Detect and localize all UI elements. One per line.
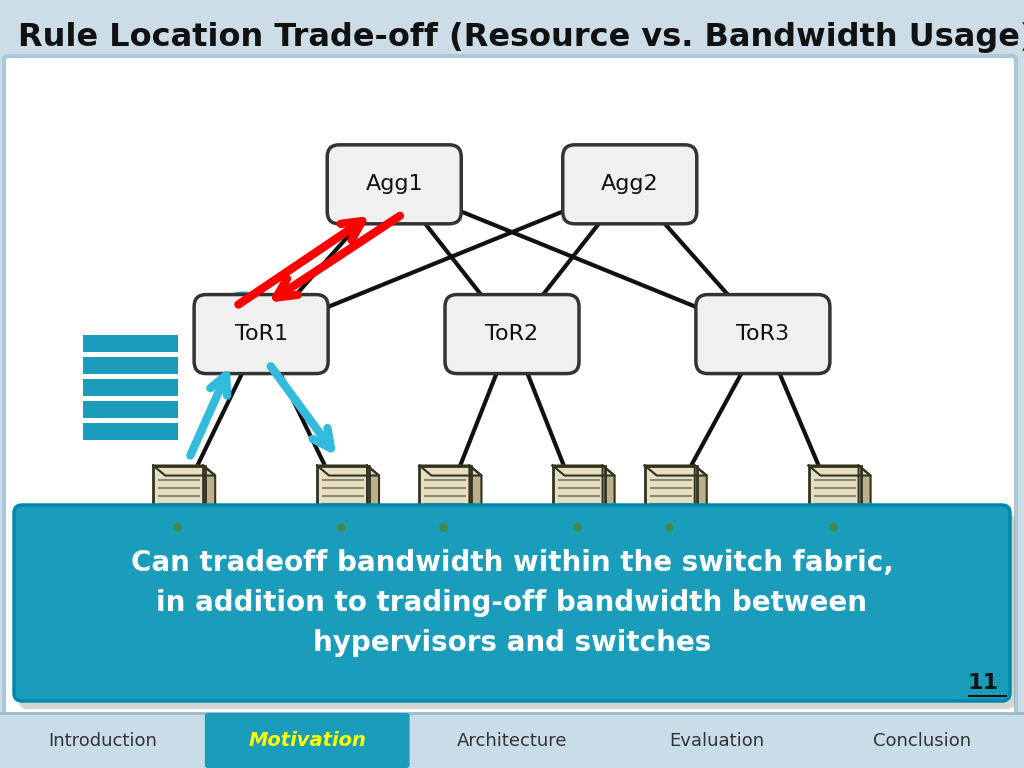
Text: Can tradeoff bandwidth within the switch fabric,: Can tradeoff bandwidth within the switch…	[131, 549, 893, 577]
Text: Introduction: Introduction	[48, 731, 157, 750]
Text: Evaluation: Evaluation	[670, 731, 764, 750]
Polygon shape	[420, 465, 481, 475]
FancyBboxPatch shape	[317, 465, 369, 541]
FancyBboxPatch shape	[195, 295, 328, 373]
Text: 11: 11	[968, 673, 999, 693]
Bar	[83, 379, 177, 396]
FancyBboxPatch shape	[645, 465, 696, 541]
Polygon shape	[602, 465, 614, 547]
FancyBboxPatch shape	[154, 465, 205, 541]
FancyBboxPatch shape	[696, 295, 829, 373]
Text: Motivation: Motivation	[248, 731, 367, 750]
Text: Rule Location Trade-off (Resource vs. Bandwidth Usage): Rule Location Trade-off (Resource vs. Ba…	[18, 22, 1024, 53]
Circle shape	[211, 292, 275, 356]
FancyBboxPatch shape	[809, 465, 860, 541]
Polygon shape	[367, 465, 379, 547]
Circle shape	[664, 521, 674, 531]
FancyBboxPatch shape	[205, 713, 410, 768]
Circle shape	[438, 521, 449, 531]
Polygon shape	[154, 465, 215, 475]
FancyBboxPatch shape	[4, 56, 1016, 717]
FancyBboxPatch shape	[19, 513, 1015, 709]
FancyBboxPatch shape	[553, 465, 604, 541]
Text: ToR2: ToR2	[485, 324, 539, 344]
Text: Agg1: Agg1	[366, 174, 423, 194]
Bar	[83, 356, 177, 373]
Polygon shape	[469, 465, 481, 547]
FancyBboxPatch shape	[328, 145, 461, 223]
Text: ToR3: ToR3	[736, 324, 790, 344]
Polygon shape	[809, 465, 870, 475]
Polygon shape	[317, 465, 379, 475]
Circle shape	[571, 521, 582, 531]
FancyBboxPatch shape	[14, 505, 1010, 701]
FancyBboxPatch shape	[563, 145, 696, 223]
Circle shape	[827, 521, 838, 531]
FancyBboxPatch shape	[420, 465, 471, 541]
Circle shape	[336, 521, 346, 531]
Polygon shape	[203, 465, 215, 547]
Bar	[83, 422, 177, 439]
FancyBboxPatch shape	[445, 295, 579, 373]
Text: Agg2: Agg2	[601, 174, 658, 194]
Bar	[0, 713, 1024, 768]
Text: in addition to trading-off bandwidth between: in addition to trading-off bandwidth bet…	[157, 589, 867, 617]
Polygon shape	[553, 465, 614, 475]
Text: Architecture: Architecture	[457, 731, 567, 750]
Text: Conclusion: Conclusion	[872, 731, 971, 750]
Polygon shape	[694, 465, 707, 547]
Text: ToR1: ToR1	[234, 324, 288, 344]
Circle shape	[172, 521, 182, 531]
Polygon shape	[858, 465, 870, 547]
Bar	[83, 400, 177, 418]
Text: hypervisors and switches: hypervisors and switches	[313, 629, 711, 657]
Polygon shape	[645, 465, 707, 475]
Bar	[83, 335, 177, 352]
